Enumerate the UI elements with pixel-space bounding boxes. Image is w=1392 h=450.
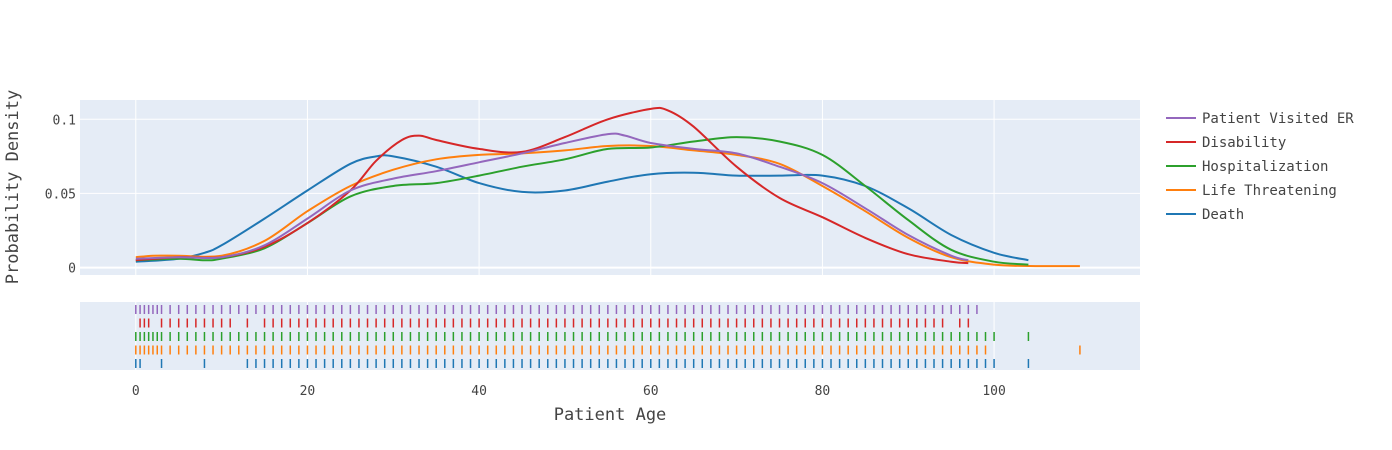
x-tick-label: 100 — [982, 384, 1005, 399]
kde-curves — [135, 106, 1080, 268]
legend[interactable]: Patient Visited ER Disability Hospitalizat… — [1166, 111, 1354, 223]
legend-label-disability: Disability — [1202, 135, 1286, 151]
kde-plot-area — [80, 100, 1140, 275]
kde-line-disability — [135, 106, 969, 265]
rug-marks — [135, 305, 1081, 368]
legend-label-death: Death — [1202, 207, 1244, 223]
x-tick-label: 80 — [815, 384, 831, 399]
y-axis-title: Probability Density — [3, 90, 23, 284]
y-tick-label: 0.05 — [45, 187, 76, 202]
legend-label-patient-visited-er: Patient Visited ER — [1202, 111, 1354, 127]
kde-line-patient-visited-er — [135, 132, 969, 262]
y-tick-label: 0.1 — [53, 113, 76, 128]
legend-item-life-threatening[interactable]: Life Threatening — [1166, 183, 1337, 199]
y-tick-label: 0 — [68, 262, 76, 277]
legend-item-hospitalization[interactable]: Hospitalization — [1166, 159, 1328, 175]
legend-item-patient-visited-er[interactable]: Patient Visited ER — [1166, 111, 1354, 127]
x-tick-label: 20 — [300, 384, 316, 399]
x-axis-title: Patient Age — [554, 405, 667, 425]
x-tick-label: 40 — [471, 384, 487, 399]
axis-ticks: 0 20 40 60 80 100 0 0.05 0.1 — [45, 113, 1006, 399]
legend-label-hospitalization: Hospitalization — [1202, 159, 1328, 175]
legend-label-life-threatening: Life Threatening — [1202, 183, 1337, 199]
legend-item-death[interactable]: Death — [1166, 207, 1244, 223]
kde-line-life-threatening — [135, 144, 1080, 268]
x-tick-label: 0 — [132, 384, 140, 399]
legend-item-disability[interactable]: Disability — [1166, 135, 1286, 151]
kde-line-hospitalization — [135, 136, 1029, 266]
x-tick-label: 60 — [643, 384, 659, 399]
kde-line-death — [135, 154, 1029, 263]
